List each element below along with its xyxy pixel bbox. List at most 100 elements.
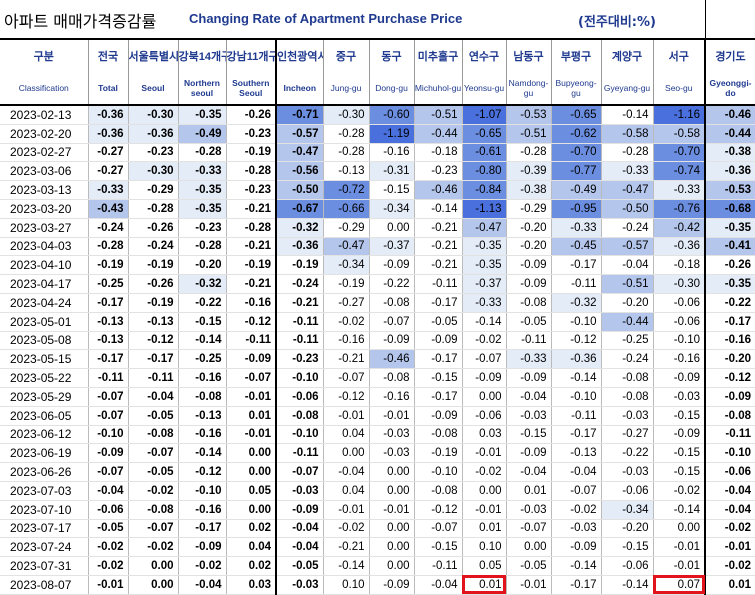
rate-cell: -0.19	[127, 255, 178, 276]
rate-cell: -0.30	[652, 274, 705, 294]
rate-cell: -0.02	[461, 331, 506, 351]
rate-cell: -0.03	[275, 575, 323, 595]
rate-cell: -0.02	[127, 481, 178, 501]
rate-cell: -0.16	[177, 500, 226, 520]
column-header-en: Michuhol-gu	[413, 72, 462, 106]
rate-cell: 0.00	[368, 537, 414, 558]
rate-cell: -0.28	[177, 143, 226, 163]
rate-cell: -0.11	[505, 331, 551, 351]
table-row: 2023-03-13 -0.33 -0.29 -0.35 -0.23 -0.50 -0.72…	[0, 180, 755, 200]
table-row: 2023-04-03 -0.28 -0.24 -0.28 -0.21 -0.36 -0.47…	[0, 237, 755, 257]
row-date: 2023-06-05	[0, 406, 88, 426]
rate-cell: 0.00	[322, 443, 369, 464]
rate-cell: -0.12	[704, 368, 755, 388]
rate-cell: -0.12	[413, 500, 462, 520]
rate-cell: -0.02	[322, 519, 369, 539]
column-header-kr: 인천광역시	[275, 38, 323, 72]
rate-cell: -0.03	[600, 462, 653, 482]
rate-cell: -0.09	[368, 331, 414, 351]
rate-cell: -0.37	[461, 274, 506, 294]
rate-cell: -0.36	[550, 349, 601, 370]
column-header-kr: 남동구	[505, 38, 551, 72]
rate-cell: -0.21	[322, 537, 369, 558]
row-date: 2023-07-31	[0, 556, 88, 576]
rate-cell: -0.58	[652, 124, 705, 144]
rate-cell: -0.11	[413, 556, 462, 576]
rate-cell: -0.38	[704, 143, 755, 163]
rate-cell: -0.19	[413, 443, 462, 464]
rate-cell: 0.00	[368, 556, 414, 576]
rate-cell: 0.04	[225, 537, 276, 558]
column-header-en: Gyeyang-gu	[600, 72, 653, 106]
rate-cell: -0.15	[368, 180, 414, 200]
rate-cell: -0.22	[368, 274, 414, 294]
table-row: 2023-02-20 -0.36 -0.36 -0.49 -0.23 -0.57 -0.28…	[0, 124, 755, 144]
rate-cell: -0.57	[275, 124, 323, 144]
rate-cell: -0.43	[87, 199, 128, 219]
column-header-en: Northern seoul	[177, 72, 226, 106]
rate-cell: 0.04	[322, 481, 369, 501]
rate-cell: -0.33	[177, 161, 226, 182]
column-header-en: Jung-gu	[322, 72, 369, 106]
rate-cell: -0.11	[275, 331, 323, 351]
row-date: 2023-04-17	[0, 274, 88, 294]
rate-cell: -0.07	[87, 462, 128, 482]
rate-cell: 0.00	[368, 481, 414, 501]
title-bar: 아파트 매매가격증감률 Changing Rate of Apartment P…	[0, 0, 755, 38]
rate-cell: -0.07	[505, 519, 551, 539]
rate-cell: -0.20	[600, 519, 653, 539]
column-header-en: Gyeonggi-do	[704, 72, 755, 106]
rate-cell: -0.56	[275, 161, 323, 182]
table-row: 2023-03-27 -0.24 -0.26 -0.23 -0.28 -0.32 -0.29…	[0, 218, 755, 238]
rate-cell: -0.01	[368, 406, 414, 426]
rate-cell: -0.11	[225, 331, 276, 351]
table-row: 2023-06-05 -0.07 -0.05 -0.13 0.01 -0.08 -0.01-…	[0, 406, 755, 426]
table-body: 2023-02-13 -0.36 -0.30 -0.35 -0.26 -0.71 -0.30…	[0, 105, 755, 595]
table-row: 2023-04-24 -0.17 -0.19 -0.22 -0.16 -0.21 -0.27…	[0, 293, 755, 313]
rate-cell: -0.04	[550, 462, 601, 482]
rate-cell: -0.04	[704, 481, 755, 501]
rate-cell: -0.13	[87, 331, 128, 351]
rate-cell: -0.21	[275, 293, 323, 313]
rate-cell: -0.53	[505, 105, 551, 125]
rate-cell: -0.10	[275, 368, 323, 388]
rate-cell: -0.10	[550, 387, 601, 407]
rate-cell: -0.34	[368, 199, 414, 219]
rate-cell: -0.21	[413, 237, 462, 257]
rate-cell: -0.65	[550, 105, 601, 125]
row-date: 2023-04-03	[0, 237, 88, 257]
rate-cell: -0.22	[704, 293, 755, 313]
rate-cell: -0.20	[600, 293, 653, 313]
rate-cell: 0.02	[225, 519, 276, 539]
rate-cell: -0.07	[127, 443, 178, 464]
rate-cell: -0.01	[505, 575, 551, 595]
rate-cell: -0.36	[704, 161, 755, 182]
rate-cell: -0.17	[87, 293, 128, 313]
table-row: 2023-07-10 -0.06 -0.08 -0.16 0.00 -0.09 -0.01-…	[0, 500, 755, 520]
rate-cell: -0.12	[322, 387, 369, 407]
rate-cell: 0.01	[225, 406, 276, 426]
rate-cell: -0.03	[275, 481, 323, 501]
rate-cell: -0.20	[177, 255, 226, 276]
rate-cell: -0.23	[177, 218, 226, 238]
row-date: 2023-05-22	[0, 368, 88, 388]
rate-cell: -0.66	[322, 199, 369, 219]
rate-cell: -0.47	[275, 143, 323, 163]
rate-cell: -0.02	[177, 556, 226, 576]
rate-cell: -0.09	[368, 575, 414, 595]
column-header-en: Seoul	[127, 72, 178, 106]
rate-cell: -0.11	[275, 443, 323, 464]
rate-cell: -0.11	[550, 406, 601, 426]
rate-cell: -0.33	[505, 349, 551, 370]
rate-cell: -0.30	[127, 105, 178, 125]
rate-cell: -0.09	[413, 406, 462, 426]
rate-cell: 0.00	[368, 519, 414, 539]
rate-cell: -0.61	[461, 143, 506, 163]
rate-cell: -0.39	[505, 161, 551, 182]
header-row-english: Classification Total Seoul Northern seoul So…	[0, 72, 755, 106]
rate-cell: -0.45	[550, 237, 601, 257]
rate-cell: -0.24	[600, 349, 653, 370]
rate-cell: -0.07	[413, 519, 462, 539]
rate-cell: -0.60	[368, 105, 414, 125]
rate-cell: 0.00	[652, 519, 705, 539]
